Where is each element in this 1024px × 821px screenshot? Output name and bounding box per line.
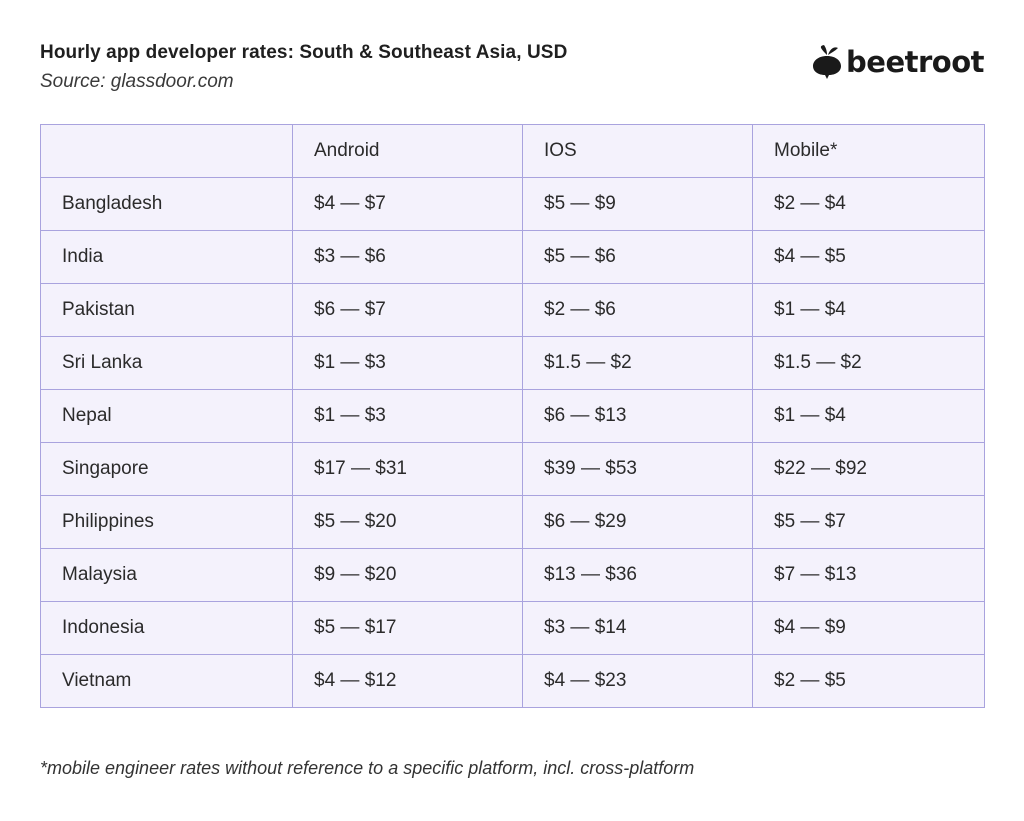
ios-rate-cell: $5 — $9 — [522, 177, 753, 231]
ios-rate-cell: $39 — $53 — [522, 442, 753, 496]
column-header-ios: IOS — [522, 124, 753, 178]
mobile-rate-cell: $5 — $7 — [752, 495, 985, 549]
source-note: Source: glassdoor.com — [40, 71, 234, 92]
ios-rate-cell: $6 — $13 — [522, 389, 753, 443]
footnote: *mobile engineer rates without reference… — [40, 758, 695, 778]
beetroot-icon — [813, 45, 842, 79]
android-rate-cell: $5 — $20 — [292, 495, 523, 549]
country-cell: Vietnam — [40, 654, 293, 708]
table-row: Singapore $17 — $31 $39 — $53 $22 — $92 — [40, 442, 985, 496]
mobile-rate-cell: $4 — $9 — [752, 601, 985, 655]
ios-rate-cell: $6 — $29 — [522, 495, 753, 549]
chart-title: Hourly app developer rates: South & Sout… — [40, 42, 568, 63]
android-rate-cell: $9 — $20 — [292, 548, 523, 602]
country-cell: Philippines — [40, 495, 293, 549]
table-header-row: Android IOS Mobile* — [40, 124, 985, 178]
android-rate-cell: $3 — $6 — [292, 230, 523, 284]
ios-rate-cell: $4 — $23 — [522, 654, 753, 708]
rates-table: Android IOS Mobile* Bangladesh $4 — $7 $… — [40, 124, 985, 708]
table-row: Malaysia $9 — $20 $13 — $36 $7 — $13 — [40, 548, 985, 602]
table-row: Bangladesh $4 — $7 $5 — $9 $2 — $4 — [40, 177, 985, 231]
country-cell: Sri Lanka — [40, 336, 293, 390]
mobile-rate-cell: $4 — $5 — [752, 230, 985, 284]
country-cell: Bangladesh — [40, 177, 293, 231]
country-cell: India — [40, 230, 293, 284]
mobile-rate-cell: $1 — $4 — [752, 283, 985, 337]
android-rate-cell: $4 — $7 — [292, 177, 523, 231]
ios-rate-cell: $1.5 — $2 — [522, 336, 753, 390]
android-rate-cell: $6 — $7 — [292, 283, 523, 337]
mobile-rate-cell: $7 — $13 — [752, 548, 985, 602]
mobile-rate-cell: $22 — $92 — [752, 442, 985, 496]
ios-rate-cell: $3 — $14 — [522, 601, 753, 655]
ios-rate-cell: $2 — $6 — [522, 283, 753, 337]
brand-logo: beetroot — [812, 42, 984, 82]
android-rate-cell: $4 — $12 — [292, 654, 523, 708]
mobile-rate-cell: $1 — $4 — [752, 389, 985, 443]
table-row: Nepal $1 — $3 $6 — $13 $1 — $4 — [40, 389, 985, 443]
country-cell: Pakistan — [40, 283, 293, 337]
mobile-rate-cell: $2 — $4 — [752, 177, 985, 231]
ios-rate-cell: $5 — $6 — [522, 230, 753, 284]
column-header — [40, 124, 293, 178]
table-row: India $3 — $6 $5 — $6 $4 — $5 — [40, 230, 985, 284]
country-cell: Malaysia — [40, 548, 293, 602]
mobile-rate-cell: $1.5 — $2 — [752, 336, 985, 390]
ios-rate-cell: $13 — $36 — [522, 548, 753, 602]
table-row: Sri Lanka $1 — $3 $1.5 — $2 $1.5 — $2 — [40, 336, 985, 390]
android-rate-cell: $1 — $3 — [292, 336, 523, 390]
table-row: Philippines $5 — $20 $6 — $29 $5 — $7 — [40, 495, 985, 549]
table-row: Pakistan $6 — $7 $2 — $6 $1 — $4 — [40, 283, 985, 337]
mobile-rate-cell: $2 — $5 — [752, 654, 985, 708]
table-row: Vietnam $4 — $12 $4 — $23 $2 — $5 — [40, 654, 985, 708]
android-rate-cell: $1 — $3 — [292, 389, 523, 443]
table-row: Indonesia $5 — $17 $3 — $14 $4 — $9 — [40, 601, 985, 655]
android-rate-cell: $5 — $17 — [292, 601, 523, 655]
column-header-mobile: Mobile* — [752, 124, 985, 178]
country-cell: Nepal — [40, 389, 293, 443]
android-rate-cell: $17 — $31 — [292, 442, 523, 496]
country-cell: Singapore — [40, 442, 293, 496]
country-cell: Indonesia — [40, 601, 293, 655]
logo-wordmark: beetroot — [846, 45, 984, 79]
column-header-android: Android — [292, 124, 523, 178]
